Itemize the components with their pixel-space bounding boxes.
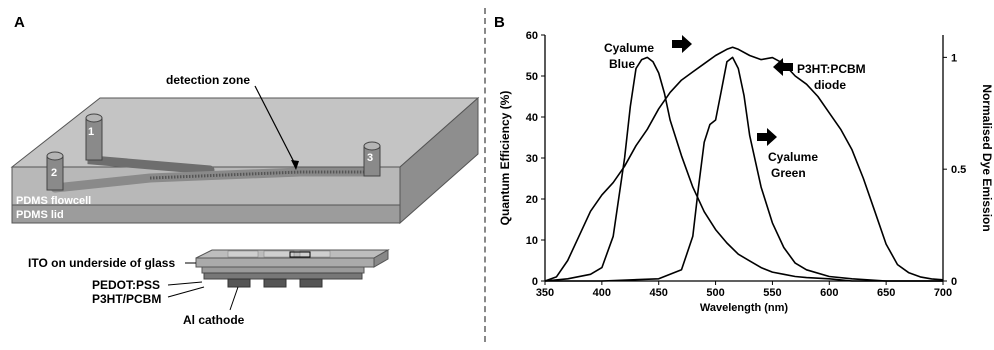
- al-cathode-label: Al cathode: [183, 313, 245, 327]
- arrow-right-icon: [757, 128, 777, 146]
- chart-series: [544, 46, 944, 282]
- y-tick-label: 60: [526, 30, 538, 42]
- x-tick-label: 550: [763, 287, 781, 299]
- y2-tick-label: 1: [951, 52, 957, 64]
- port-1: [85, 113, 103, 161]
- port-3: [363, 141, 381, 177]
- ito-label: ITO on underside of glass: [28, 256, 176, 270]
- series-line-3: [545, 56, 943, 282]
- detection-channel-texture: [149, 170, 372, 180]
- series-line-2: [544, 56, 943, 282]
- cyalume-green-label-1: Cyalume: [768, 150, 819, 164]
- al-cathode-pad-3: [299, 278, 323, 288]
- x-tick-label: 350: [536, 287, 554, 299]
- y2-axis-ticks: 00.51: [943, 52, 966, 288]
- cyalume-green-label-2: Green: [771, 166, 806, 180]
- y2-tick-label: 0: [951, 276, 957, 288]
- port-2: [46, 151, 64, 191]
- al-cathode-pad-2: [263, 278, 287, 288]
- x-tick-label: 650: [877, 287, 895, 299]
- y2-axis-title: Normalised Dye Emission: [980, 84, 994, 231]
- y-tick-label: 30: [526, 153, 538, 165]
- x-tick-label: 450: [650, 287, 668, 299]
- panel-a-label: A: [14, 14, 25, 31]
- y-tick-label: 0: [532, 276, 538, 288]
- x-tick-label: 400: [593, 287, 611, 299]
- port-1-label: 1: [88, 126, 95, 138]
- y-tick-label: 50: [526, 71, 538, 83]
- p3ht-pcbm-label-2: diode: [814, 78, 846, 92]
- pdms-block-side: [399, 96, 479, 225]
- x-tick-label: 500: [706, 287, 724, 299]
- panel-b-label: B: [494, 14, 505, 31]
- y-axis-title: Quantum Efficiency (%): [498, 91, 512, 226]
- detection-zone-arrow: [254, 85, 297, 167]
- x-tick-label: 600: [820, 287, 838, 299]
- arrow-left-icon: [773, 58, 793, 76]
- microfluidic-device-illustration: [10, 85, 480, 311]
- y2-tick-label: 0.5: [951, 164, 966, 176]
- detection-zone-label: detection zone: [166, 73, 251, 87]
- y-tick-label: 10: [526, 235, 538, 247]
- x-tick-label: 700: [934, 287, 952, 299]
- p3ht-label: P3HT/PCBM: [92, 292, 162, 306]
- panel-divider: [484, 8, 486, 342]
- pdms-flowcell-label: PDMS flowcell: [16, 195, 92, 207]
- y-tick-label: 20: [526, 194, 538, 206]
- cyalume-blue-label-1: Cyalume: [604, 41, 655, 55]
- pedot-label: PEDOT:PSS: [92, 278, 161, 292]
- series-line-1: [544, 46, 944, 282]
- arrow-right-icon: [672, 35, 692, 53]
- al-cathode-pad-1: [227, 278, 251, 288]
- x-axis-title: Wavelength (nm): [700, 302, 789, 314]
- pdms-lid-label: PDMS lid: [16, 209, 64, 221]
- cyalume-blue-label-2: Blue: [609, 57, 636, 71]
- y-tick-label: 40: [526, 112, 538, 124]
- p3ht-pcbm-label-1: P3HT:PCBM: [797, 62, 866, 76]
- port-2-label: 2: [51, 167, 58, 179]
- y-axis-ticks: 0 10 20 30 40 50 60: [526, 30, 545, 288]
- x-axis-ticks: 350 400 450 500 550 600 650 700: [536, 281, 952, 299]
- port-3-label: 3: [367, 152, 374, 164]
